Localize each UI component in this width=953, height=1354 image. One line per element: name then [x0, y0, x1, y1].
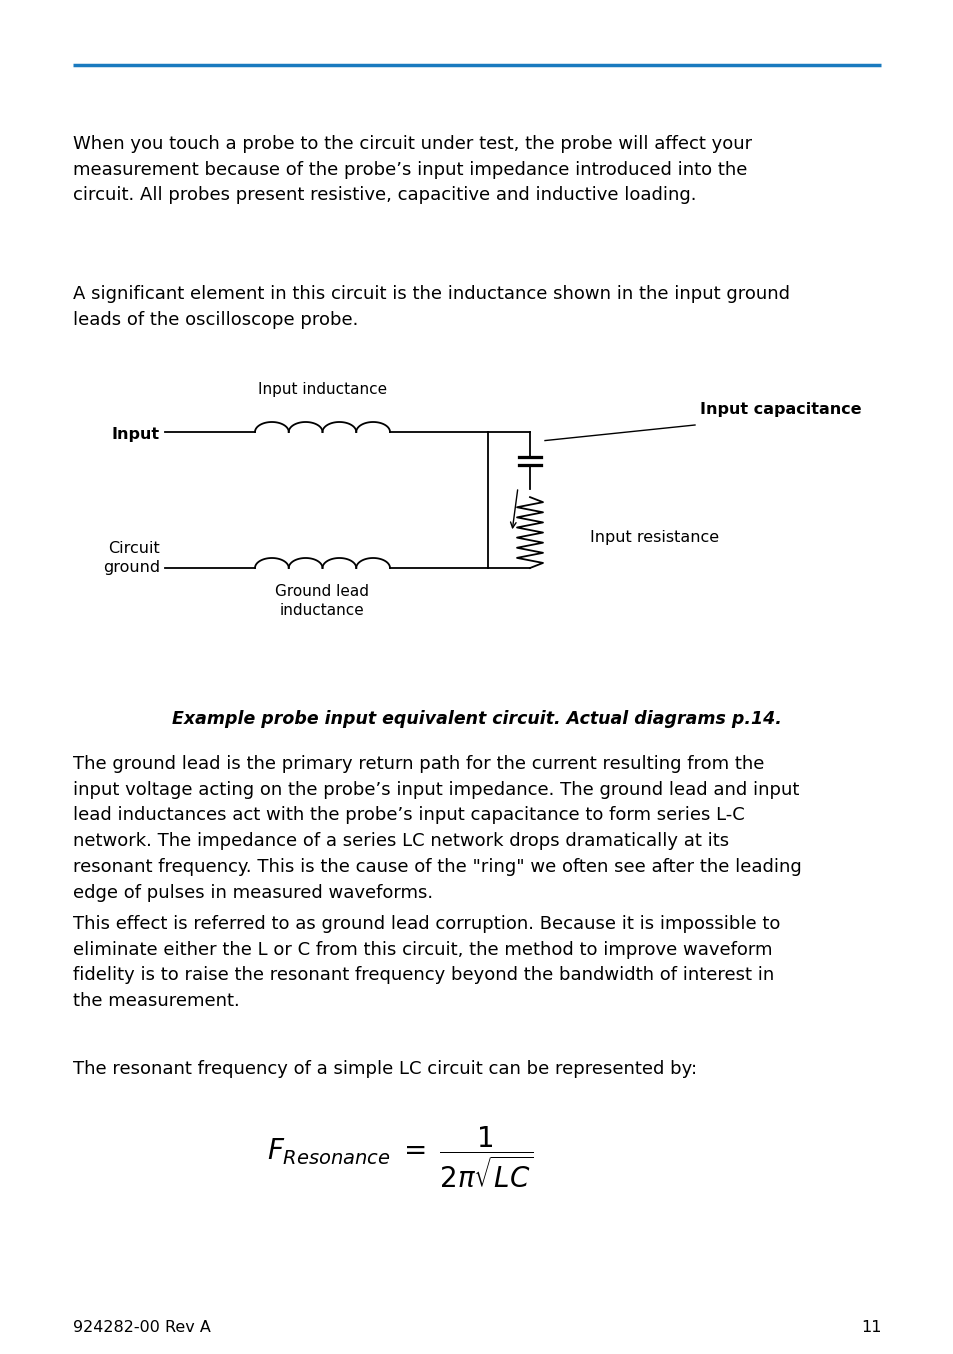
Text: Input: Input: [112, 427, 160, 441]
Text: Input capacitance: Input capacitance: [700, 402, 861, 417]
Text: When you touch a probe to the circuit under test, the probe will affect your
mea: When you touch a probe to the circuit un…: [72, 135, 751, 204]
Text: Input inductance: Input inductance: [257, 382, 387, 397]
Text: The ground lead is the primary return path for the current resulting from the
in: The ground lead is the primary return pa…: [72, 756, 801, 902]
Text: Example probe input equivalent circuit. Actual diagrams p.14.: Example probe input equivalent circuit. …: [172, 709, 781, 728]
Text: The resonant frequency of a simple LC circuit can be represented by:: The resonant frequency of a simple LC ci…: [72, 1060, 696, 1078]
Text: Input resistance: Input resistance: [589, 529, 719, 546]
Text: This effect is referred to as ground lead corruption. Because it is impossible t: This effect is referred to as ground lea…: [72, 915, 779, 1010]
Text: Circuit
ground: Circuit ground: [103, 542, 160, 575]
Text: A significant element in this circuit is the inductance shown in the input groun: A significant element in this circuit is…: [72, 284, 789, 329]
Text: $\mathit{F}_{\mathit{Resonance}}\;=\;\dfrac{1}{2\pi\mathit{\sqrt{LC}}}$: $\mathit{F}_{\mathit{Resonance}}\;=\;\df…: [266, 1125, 533, 1190]
Text: 11: 11: [861, 1320, 881, 1335]
Text: 924282-00 Rev A: 924282-00 Rev A: [72, 1320, 211, 1335]
Text: Ground lead
inductance: Ground lead inductance: [275, 584, 369, 617]
